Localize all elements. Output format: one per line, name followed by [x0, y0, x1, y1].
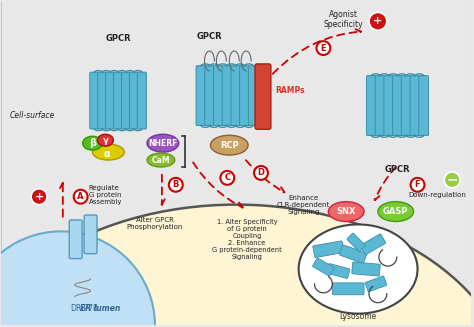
- Text: F: F: [415, 180, 420, 189]
- Circle shape: [169, 178, 182, 192]
- Text: B: B: [173, 180, 179, 189]
- Ellipse shape: [147, 153, 175, 167]
- FancyBboxPatch shape: [375, 76, 385, 135]
- FancyBboxPatch shape: [327, 264, 350, 278]
- FancyBboxPatch shape: [410, 76, 420, 135]
- Text: Cell-surface: Cell-surface: [9, 111, 55, 120]
- Ellipse shape: [92, 144, 124, 160]
- Text: Alter GPCR
Phosphorylation: Alter GPCR Phosphorylation: [127, 217, 183, 231]
- FancyBboxPatch shape: [84, 215, 97, 254]
- Circle shape: [31, 189, 47, 205]
- Text: γ: γ: [102, 136, 108, 145]
- Circle shape: [369, 12, 387, 30]
- Text: Down-regulation: Down-regulation: [409, 192, 466, 198]
- FancyBboxPatch shape: [255, 64, 271, 129]
- FancyBboxPatch shape: [205, 66, 214, 126]
- Text: 1. Alter Specificity
of G protein
Coupling
2. Enhance
G protein-dependent
Signal: 1. Alter Specificity of G protein Coupli…: [212, 219, 282, 261]
- FancyBboxPatch shape: [106, 72, 115, 129]
- FancyBboxPatch shape: [231, 66, 241, 126]
- Text: GPCR: GPCR: [197, 32, 222, 41]
- Ellipse shape: [328, 202, 364, 221]
- Text: NHERF: NHERF: [148, 139, 178, 148]
- FancyBboxPatch shape: [129, 72, 138, 129]
- Text: GPCR: GPCR: [106, 34, 131, 43]
- FancyBboxPatch shape: [313, 241, 344, 257]
- FancyBboxPatch shape: [365, 276, 387, 292]
- Ellipse shape: [0, 205, 474, 327]
- Text: RCP: RCP: [220, 141, 238, 150]
- Text: GASP: GASP: [383, 207, 409, 216]
- Text: β: β: [89, 138, 96, 148]
- FancyBboxPatch shape: [137, 72, 146, 129]
- FancyBboxPatch shape: [347, 233, 365, 251]
- Text: +: +: [374, 16, 383, 26]
- Circle shape: [317, 41, 330, 55]
- FancyBboxPatch shape: [98, 72, 107, 129]
- Text: −: −: [447, 173, 458, 187]
- Circle shape: [220, 171, 234, 185]
- Text: ER lumen: ER lumen: [81, 304, 120, 313]
- Ellipse shape: [378, 202, 414, 221]
- Text: CaM: CaM: [152, 156, 170, 164]
- FancyBboxPatch shape: [69, 220, 82, 259]
- FancyBboxPatch shape: [332, 283, 364, 295]
- Text: Agonist
Specificity: Agonist Specificity: [323, 9, 363, 29]
- Text: Enhance
CLR-dependent
Signaling: Enhance CLR-dependent Signaling: [277, 195, 330, 215]
- Text: Lysosome: Lysosome: [339, 312, 377, 321]
- Text: DRiP78: DRiP78: [70, 304, 98, 313]
- Ellipse shape: [82, 136, 102, 150]
- Ellipse shape: [299, 224, 418, 314]
- Text: α: α: [103, 149, 110, 159]
- Text: A: A: [77, 192, 84, 201]
- FancyBboxPatch shape: [352, 262, 380, 276]
- FancyBboxPatch shape: [222, 66, 232, 126]
- FancyBboxPatch shape: [384, 76, 393, 135]
- Text: D: D: [257, 168, 264, 178]
- FancyBboxPatch shape: [360, 234, 386, 255]
- FancyBboxPatch shape: [240, 66, 249, 126]
- Circle shape: [254, 166, 268, 180]
- Ellipse shape: [0, 232, 155, 327]
- FancyBboxPatch shape: [248, 66, 258, 126]
- FancyBboxPatch shape: [121, 72, 130, 129]
- FancyBboxPatch shape: [114, 72, 123, 129]
- Text: RAMPs: RAMPs: [275, 86, 304, 95]
- Circle shape: [444, 172, 460, 188]
- Text: GPCR: GPCR: [385, 165, 410, 174]
- FancyBboxPatch shape: [392, 76, 402, 135]
- Circle shape: [74, 190, 88, 204]
- FancyBboxPatch shape: [366, 76, 376, 135]
- Text: SNX: SNX: [337, 207, 356, 216]
- Ellipse shape: [98, 134, 113, 146]
- FancyBboxPatch shape: [313, 258, 334, 276]
- FancyBboxPatch shape: [90, 72, 99, 129]
- FancyBboxPatch shape: [213, 66, 223, 126]
- Ellipse shape: [210, 135, 248, 155]
- Text: Regulate
G protein
Assembly: Regulate G protein Assembly: [89, 185, 122, 205]
- FancyBboxPatch shape: [196, 66, 206, 126]
- FancyBboxPatch shape: [339, 245, 367, 264]
- Text: E: E: [320, 43, 326, 53]
- Ellipse shape: [147, 134, 179, 152]
- Text: C: C: [224, 173, 230, 182]
- FancyBboxPatch shape: [401, 76, 411, 135]
- Text: +: +: [35, 192, 44, 202]
- FancyBboxPatch shape: [419, 76, 428, 135]
- Circle shape: [410, 178, 425, 192]
